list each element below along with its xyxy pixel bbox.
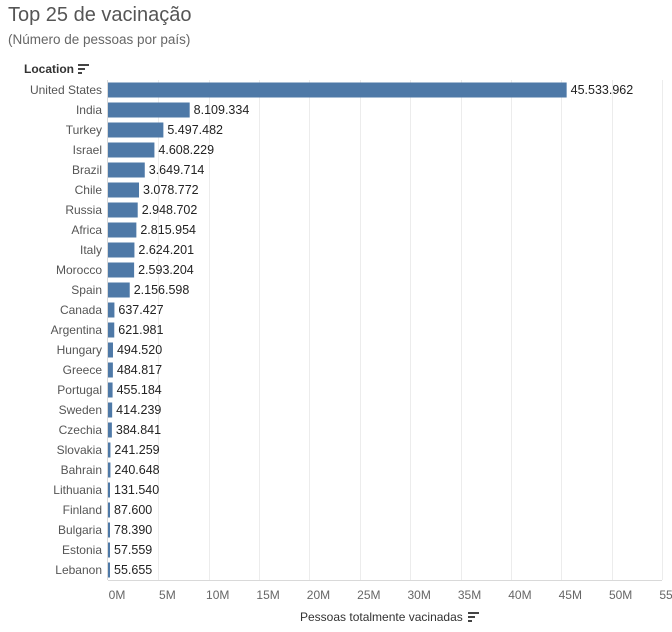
bar[interactable] (108, 142, 155, 158)
category-label: Russia (65, 203, 102, 217)
value-label: 2.948.702 (142, 203, 198, 217)
category-label: Finland (63, 503, 102, 517)
bar[interactable] (108, 342, 113, 358)
x-axis-title-container[interactable]: Pessoas totalmente vacinadas (300, 610, 479, 624)
category-label: Argentina (51, 323, 103, 337)
bar[interactable] (108, 482, 110, 498)
bar[interactable] (108, 182, 140, 198)
value-label: 55.655 (114, 563, 152, 577)
value-label: 3.649.714 (149, 163, 205, 177)
value-label: 2.593.204 (138, 263, 194, 277)
bar[interactable] (108, 202, 138, 218)
x-tick-label: 45M (559, 588, 582, 602)
x-tick-label: 15M (256, 588, 279, 602)
category-label: Canada (60, 303, 102, 317)
location-header-label: Location (24, 62, 74, 76)
x-tick-label: 40M (508, 588, 531, 602)
sort-icon[interactable] (467, 612, 479, 622)
bar[interactable] (108, 322, 115, 338)
bar[interactable] (108, 522, 110, 538)
value-label: 5.497.482 (167, 123, 223, 137)
bar[interactable] (108, 362, 113, 378)
category-label: United States (30, 83, 102, 97)
bar[interactable] (108, 82, 567, 98)
category-label: Slovakia (57, 443, 103, 457)
bar[interactable] (108, 402, 113, 418)
value-label: 2.156.598 (134, 283, 190, 297)
category-label: Turkey (66, 123, 102, 137)
x-tick-label: 0M (109, 588, 126, 602)
value-label: 45.533.962 (571, 83, 634, 97)
category-label: Lebanon (55, 563, 102, 577)
bar[interactable] (108, 462, 111, 478)
category-label: Portugal (57, 383, 102, 397)
value-label: 484.817 (117, 363, 162, 377)
x-tick-label: 5M (159, 588, 176, 602)
bar[interactable] (108, 302, 115, 318)
x-axis-title: Pessoas totalmente vacinadas (300, 610, 463, 624)
category-label: Greece (63, 363, 103, 377)
value-label: 57.559 (114, 543, 152, 557)
bar[interactable] (108, 222, 137, 238)
x-tick-label: 35M (458, 588, 481, 602)
value-label: 414.239 (116, 403, 161, 417)
category-label: Israel (73, 143, 102, 157)
x-tick-label: 55M (659, 588, 672, 602)
value-label: 637.427 (118, 303, 163, 317)
category-label: Estonia (62, 543, 102, 557)
category-label: Hungary (57, 343, 102, 357)
bar[interactable] (108, 122, 164, 138)
value-label: 8.109.334 (194, 103, 250, 117)
bar[interactable] (108, 382, 113, 398)
category-label: Chile (75, 183, 103, 197)
x-tick-label: 20M (307, 588, 330, 602)
chart-subtitle: (Número de pessoas por país) (8, 32, 191, 47)
sort-icon[interactable] (78, 64, 89, 74)
bar[interactable] (108, 162, 145, 178)
x-tick-label: 30M (408, 588, 431, 602)
bar[interactable] (108, 542, 110, 558)
value-label: 455.184 (117, 383, 162, 397)
value-label: 621.981 (118, 323, 163, 337)
category-label: Italy (80, 243, 102, 257)
category-label: Bahrain (61, 463, 102, 477)
bar[interactable] (108, 502, 110, 518)
bar[interactable] (108, 242, 135, 258)
location-header[interactable]: Location (24, 62, 89, 76)
bar[interactable] (108, 282, 130, 298)
bar[interactable] (108, 422, 112, 438)
x-tick-label: 25M (357, 588, 380, 602)
value-label: 2.624.201 (138, 243, 194, 257)
value-label: 3.078.772 (143, 183, 199, 197)
value-label: 384.841 (116, 423, 161, 437)
category-label: Brazil (72, 163, 102, 177)
category-label: Africa (71, 223, 102, 237)
category-label: Spain (71, 283, 102, 297)
value-label: 78.390 (114, 523, 152, 537)
value-label: 240.648 (114, 463, 159, 477)
category-label: Bulgaria (58, 523, 102, 537)
bar[interactable] (108, 442, 111, 458)
x-tick-label: 10M (206, 588, 229, 602)
category-label: Sweden (59, 403, 102, 417)
chart-title: Top 25 de vacinação (8, 4, 192, 26)
value-label: 87.600 (114, 503, 152, 517)
category-label: Czechia (59, 423, 103, 437)
value-label: 131.540 (114, 483, 159, 497)
value-label: 2.815.954 (140, 223, 196, 237)
category-label: Morocco (56, 263, 102, 277)
x-tick-label: 50M (609, 588, 632, 602)
bar[interactable] (108, 262, 135, 278)
bar[interactable] (108, 102, 190, 118)
category-label: Lithuania (53, 483, 102, 497)
value-label: 4.608.229 (158, 143, 214, 157)
value-label: 241.259 (114, 443, 159, 457)
category-label: India (76, 103, 102, 117)
bar[interactable] (108, 562, 110, 578)
value-label: 494.520 (117, 343, 162, 357)
